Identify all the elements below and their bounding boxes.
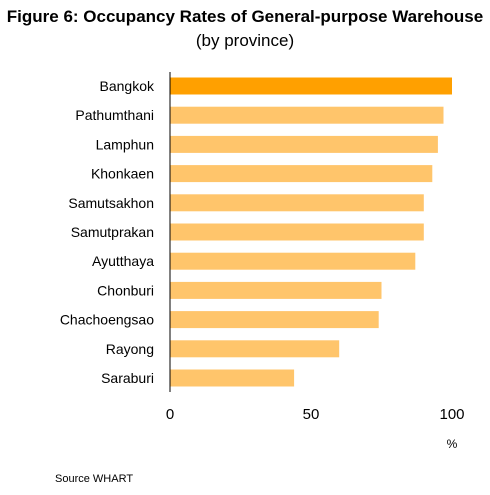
bar-rayong [170, 340, 340, 358]
x-axis-unit-label: % [447, 437, 458, 451]
category-label-samutsakhon: Samutsakhon [68, 195, 154, 211]
bar-khonkaen [170, 165, 433, 183]
bar-chonburi [170, 281, 382, 299]
category-label-ayutthaya: Ayutthaya [92, 253, 154, 269]
bar-pathumthani [170, 106, 444, 124]
category-label-saraburi: Saraburi [101, 370, 154, 386]
source-note: Source WHART [55, 473, 134, 485]
category-label-bangkok: Bangkok [100, 78, 155, 94]
bars-layer [170, 77, 452, 387]
bar-bangkok [170, 77, 452, 95]
bar-ayutthaya [170, 252, 416, 270]
category-label-samutprakan: Samutprakan [71, 224, 154, 240]
bar-saraburi [170, 369, 295, 387]
bar-samutsakhon [170, 194, 424, 212]
category-label-lamphun: Lamphun [96, 136, 154, 152]
x-tick-label: 50 [303, 406, 320, 423]
category-labels: Bangkok Pathumthani Lamphun Khonkaen Samutsa… [60, 78, 155, 386]
x-tick-label: 100 [439, 406, 464, 423]
chart-subtitle: (by province) [195, 31, 295, 50]
bar-samutprakan [170, 223, 424, 241]
chart-title: Figure 6: Occupancy Rates of General-pur… [6, 7, 484, 26]
bar-lamphun [170, 135, 438, 153]
category-label-khonkaen: Khonkaen [91, 166, 154, 182]
x-axis-ticks: 0 50 100 [166, 406, 465, 423]
category-label-chachoengsao: Chachoengsao [60, 312, 154, 328]
x-tick-label: 0 [166, 406, 174, 423]
bar-chachoengsao [170, 311, 379, 329]
category-label-pathumthani: Pathumthani [75, 107, 154, 123]
category-label-rayong: Rayong [106, 341, 154, 357]
category-label-chonburi: Chonburi [97, 282, 154, 298]
